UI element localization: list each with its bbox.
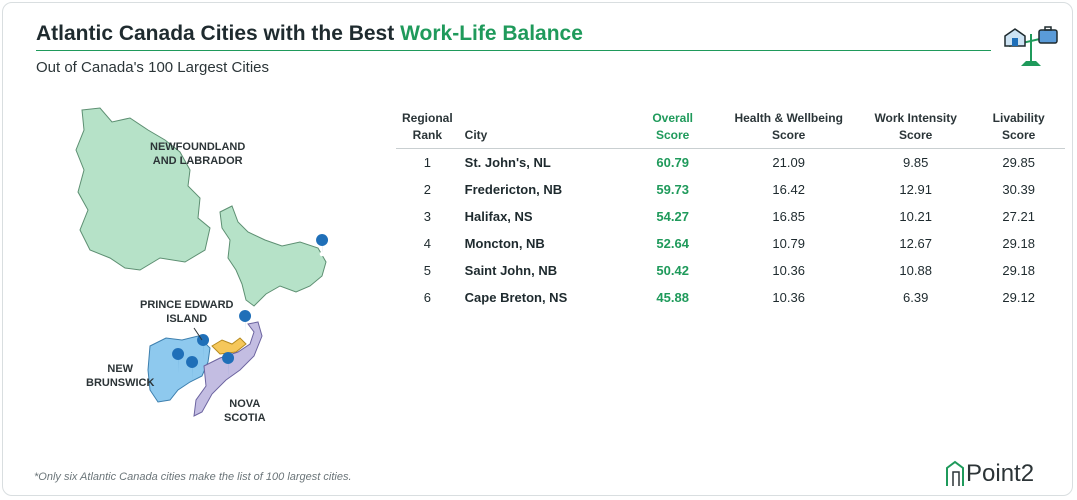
map-label-nl-line: AND LABRADOR: [152, 155, 243, 167]
overall-cell: 54.27: [656, 209, 689, 224]
map-label-pei-line: PRINCE EDWARD: [140, 299, 234, 311]
health-cell: 16.85: [772, 209, 805, 224]
rank-cell: 2: [423, 182, 431, 197]
halifax-pin: [222, 352, 235, 378]
health-cell: 10.79: [772, 236, 805, 251]
pei-region: [211, 337, 247, 355]
work-cell: 9.85: [903, 155, 929, 170]
table-row: 6 Cape Breton, NS 45.88 10.36 6.39 29.12: [396, 284, 1065, 311]
livability-cell: 27.21: [1002, 209, 1035, 224]
table-row: 5 Saint John, NB 50.42 10.36 10.88 29.18: [396, 257, 1065, 284]
labrador-region: [75, 107, 211, 271]
work-cell: 10.21: [899, 209, 932, 224]
title-highlight: Work-Life Balance: [400, 22, 583, 45]
title-divider: [36, 50, 991, 51]
st-johns-pin: [316, 234, 329, 260]
balance-scale-icon: [1004, 26, 1058, 66]
rank-cell: 4: [423, 236, 431, 251]
rank-cell: 6: [423, 290, 431, 305]
city-cell: Moncton, NB: [464, 236, 545, 251]
table-row: 4 Moncton, NB 52.64 10.79 12.67 29.18: [396, 230, 1065, 257]
header-health: Health & Wellbeing Score: [718, 110, 859, 149]
overall-cell: 50.42: [656, 263, 689, 278]
header-livability: Livability Score: [972, 110, 1065, 149]
map-label-nl: NEWFOUNDLAND AND LABRADOR: [150, 140, 245, 168]
livability-cell: 29.18: [1002, 263, 1035, 278]
header-work: Work Intensity Score: [858, 110, 973, 149]
header-city: City: [458, 110, 627, 149]
rank-cell: 1: [423, 155, 431, 170]
page-subtitle: Out of Canada's 100 Largest Cities: [36, 59, 269, 76]
city-cell: Fredericton, NB: [464, 182, 563, 197]
health-cell: 10.36: [772, 263, 805, 278]
map-label-ns: NOVA SCOTIA: [224, 397, 266, 425]
new-brunswick-region: [147, 335, 211, 403]
overall-cell: 59.73: [656, 182, 689, 197]
map-label-ns-line: NOVA: [229, 398, 261, 410]
work-cell: 12.91: [899, 182, 932, 197]
map-label-pei: PRINCE EDWARD ISLAND: [140, 298, 234, 326]
livability-cell: 30.39: [1002, 182, 1035, 197]
work-cell: 12.67: [899, 236, 932, 251]
work-cell: 6.39: [903, 290, 929, 305]
livability-cell: 29.12: [1002, 290, 1035, 305]
header-rank: Regional Rank: [396, 110, 459, 149]
map-label-pei-line: ISLAND: [166, 313, 208, 325]
header-overall: Overall Score: [626, 110, 719, 149]
moncton-pin: [197, 334, 210, 360]
health-cell: 10.36: [772, 290, 805, 305]
map-label-nb-line: NEW: [107, 363, 134, 375]
city-cell: Cape Breton, NS: [464, 290, 568, 305]
overall-cell: 52.64: [656, 236, 689, 251]
page-title: Atlantic Canada Cities with the Best Wor…: [36, 22, 583, 46]
map-label-nb: NEW BRUNSWICK: [86, 362, 154, 390]
newfoundland-island: [219, 205, 327, 307]
title-prefix: Atlantic Canada Cities with the Best: [36, 22, 401, 45]
brand-name: Point2: [966, 460, 1035, 487]
point2-logo-icon: [946, 460, 964, 486]
map-label-nl-line: NEWFOUNDLAND: [150, 141, 246, 153]
city-cell: St. John's, NL: [464, 155, 551, 170]
map-label-nb-line: BRUNSWICK: [86, 377, 155, 389]
health-cell: 16.42: [772, 182, 805, 197]
overall-cell: 60.79: [656, 155, 689, 170]
fredericton-pin: [172, 348, 185, 374]
city-cell: Halifax, NS: [464, 209, 533, 224]
table-header-row: Regional Rank City Overall Score Health & …: [396, 110, 1065, 149]
table-row: 1 St. John's, NL 60.79 21.09 9.85 29.85: [396, 149, 1065, 177]
footnote: *Only six Atlantic Canada cities make th…: [34, 471, 352, 483]
livability-cell: 29.18: [1002, 236, 1035, 251]
livability-cell: 29.85: [1002, 155, 1035, 170]
health-cell: 21.09: [772, 155, 805, 170]
atlantic-canada-map: [75, 107, 329, 417]
scores-table: Regional Rank City Overall Score Health & …: [396, 110, 1065, 311]
rank-cell: 3: [423, 209, 431, 224]
overall-cell: 45.88: [656, 290, 689, 305]
table-row: 3 Halifax, NS 54.27 16.85 10.21 27.21: [396, 203, 1065, 230]
rank-cell: 5: [423, 263, 431, 278]
table-row: 2 Fredericton, NB 59.73 16.42 12.91 30.3…: [396, 176, 1065, 203]
cape-breton-pin: [239, 310, 252, 336]
city-cell: Saint John, NB: [464, 263, 558, 278]
saint-john-pin: [186, 356, 199, 382]
work-cell: 10.88: [899, 263, 932, 278]
map-label-ns-line: SCOTIA: [224, 412, 266, 424]
